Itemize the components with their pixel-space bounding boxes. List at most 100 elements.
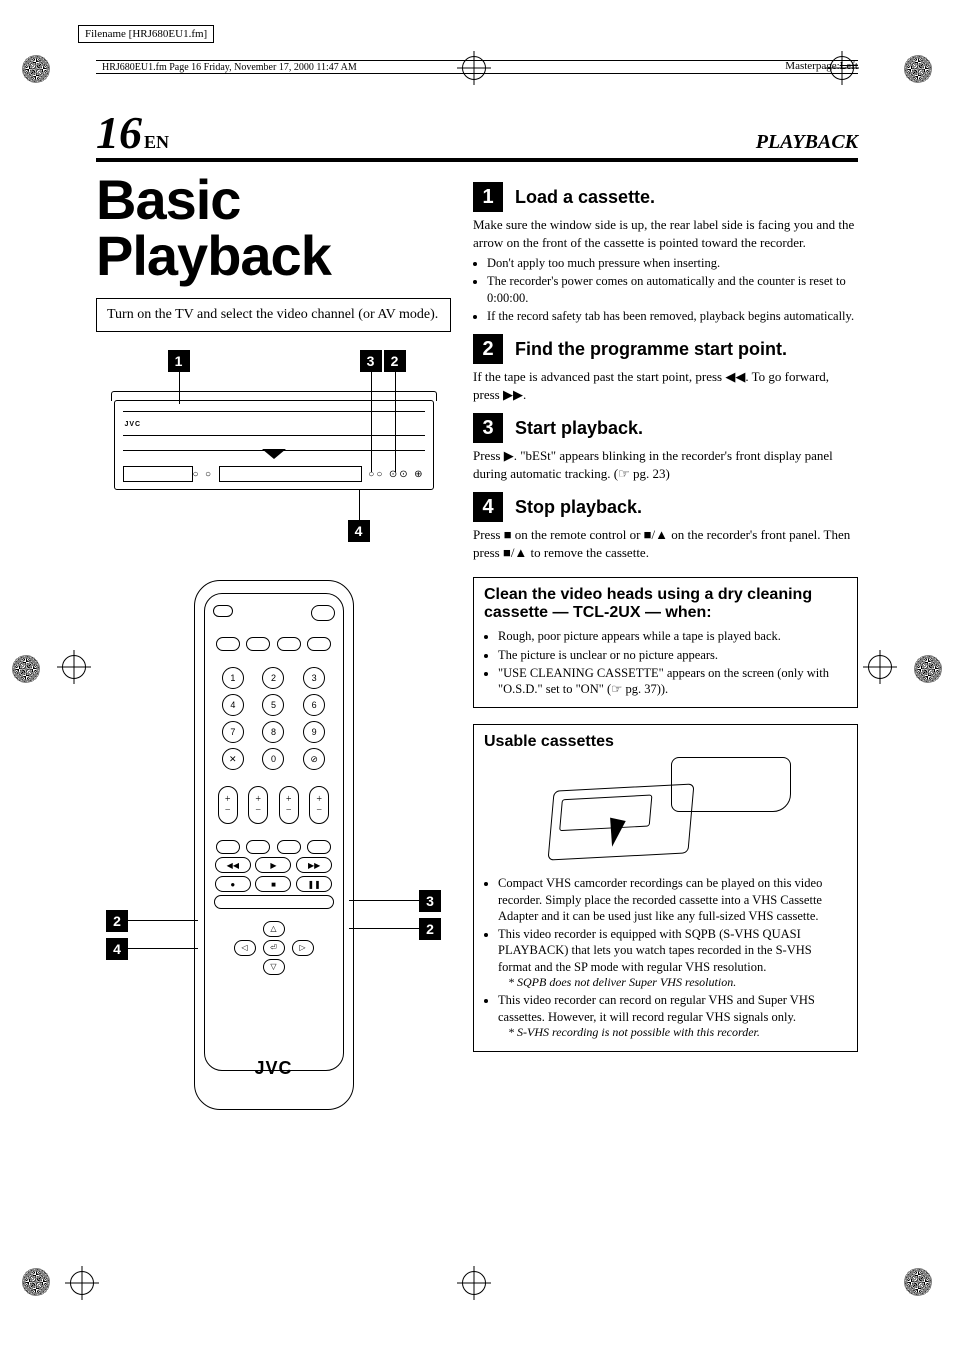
page-header-row: 16EN PLAYBACK bbox=[96, 110, 858, 162]
list-item: Compact VHS camcorder recordings can be … bbox=[498, 875, 847, 924]
bar-button bbox=[214, 895, 334, 909]
step-number: 2 bbox=[473, 334, 503, 364]
left-column: Basic Playback Turn on the TV and select… bbox=[96, 172, 451, 1110]
registration-mark-top-right bbox=[904, 55, 932, 83]
callout-vcr-2: 2 bbox=[384, 350, 406, 372]
step-number: 3 bbox=[473, 413, 503, 443]
remote-brand: JVC bbox=[195, 1058, 353, 1079]
alignment-mark-icon bbox=[462, 1271, 486, 1295]
num-key: 1 bbox=[222, 667, 244, 689]
num-key: 9 bbox=[303, 721, 325, 743]
masterpage-label-group: Masterpage:Left bbox=[785, 60, 858, 72]
step-title: Start playback. bbox=[515, 418, 643, 439]
alignment-mark-icon bbox=[70, 1271, 94, 1295]
rew-icon: ◀◀ bbox=[215, 857, 251, 873]
step-title: Find the programme start point. bbox=[515, 339, 787, 360]
list-item: The recorder's power comes on automatica… bbox=[487, 273, 858, 306]
page-lang: EN bbox=[144, 132, 169, 152]
cassette-adapter-illustration bbox=[541, 757, 791, 867]
vcr-illustration: JVC ○ ○ ○○ ⊙⊙ ⊕ bbox=[114, 400, 434, 490]
vcr-logo: JVC bbox=[125, 421, 142, 428]
num-key: ✕ bbox=[222, 748, 244, 770]
intro-box: Turn on the TV and select the video chan… bbox=[96, 298, 451, 332]
ff-icon: ▶▶ bbox=[296, 857, 332, 873]
callout-vcr-4: 4 bbox=[348, 520, 370, 542]
dpad: △ ◁ ▷ ▽ ⏎ bbox=[234, 921, 314, 975]
remote-illustration: 123 456 789 ✕0⊘ +−+−+−+− ◀◀▶▶▶ ●■❚❚ bbox=[194, 580, 354, 1110]
num-key: 4 bbox=[222, 694, 244, 716]
alignment-mark-icon bbox=[62, 655, 86, 679]
section-title: PLAYBACK bbox=[756, 131, 858, 154]
usable-list: Compact VHS camcorder recordings can be … bbox=[498, 875, 847, 1040]
leader-line bbox=[359, 490, 360, 520]
registration-mark-bottom-right bbox=[904, 1268, 932, 1296]
step-1-body: Make sure the window side is up, the rea… bbox=[473, 216, 858, 251]
callout-remote-2r: 2 bbox=[419, 918, 441, 940]
num-key: 8 bbox=[262, 721, 284, 743]
list-item: Rough, poor picture appears while a tape… bbox=[498, 628, 847, 644]
page-content: 16EN PLAYBACK Basic Playback Turn on the… bbox=[96, 110, 858, 1241]
num-key: 0 bbox=[262, 748, 284, 770]
registration-mark-center-left bbox=[12, 655, 40, 683]
vcr-diagram: 1 3 2 JVC ○ ○ ○○ ⊙⊙ ⊕ bbox=[104, 350, 444, 550]
page-title: Basic Playback bbox=[96, 172, 451, 284]
callout-remote-3: 3 bbox=[419, 890, 441, 912]
page-number: 16EN bbox=[96, 110, 169, 156]
play-icon: ▶ bbox=[255, 857, 291, 873]
callout-vcr-1: 1 bbox=[168, 350, 190, 372]
step-number: 4 bbox=[473, 492, 503, 522]
num-key: 7 bbox=[222, 721, 244, 743]
list-item: The picture is unclear or no picture app… bbox=[498, 647, 847, 663]
step-4-heading: 4 Stop playback. bbox=[473, 492, 858, 522]
vcr-display-panel bbox=[123, 466, 193, 482]
callout-vcr-3: 3 bbox=[360, 350, 382, 372]
step-1-heading: 1 Load a cassette. bbox=[473, 182, 858, 212]
cleaning-box-title: Clean the video heads using a dry cleani… bbox=[484, 586, 847, 622]
list-item-text: This video recorder is equipped with SQP… bbox=[498, 927, 812, 974]
header-stamp: HRJ680EU1.fm Page 16 Friday, November 17… bbox=[96, 60, 858, 74]
num-key: ⊘ bbox=[303, 748, 325, 770]
leader-line bbox=[128, 920, 198, 921]
eject-arrow-icon bbox=[262, 449, 286, 459]
masterpage-value: Left bbox=[840, 60, 858, 72]
alignment-mark-icon bbox=[868, 655, 892, 679]
step-2-heading: 2 Find the programme start point. bbox=[473, 334, 858, 364]
list-item: "USE CLEANING CASSETTE" appears on the s… bbox=[498, 665, 847, 698]
usable-title: Usable cassettes bbox=[484, 733, 847, 751]
registration-mark-top-left bbox=[22, 55, 50, 83]
page-number-value: 16 bbox=[96, 107, 142, 158]
list-item: This video recorder can record on regula… bbox=[498, 992, 847, 1040]
leader-line bbox=[349, 928, 419, 929]
cleaning-box-list: Rough, poor picture appears while a tape… bbox=[498, 628, 847, 697]
registration-mark-center-right bbox=[914, 655, 942, 683]
callout-remote-2l: 2 bbox=[106, 910, 128, 932]
right-column: 1 Load a cassette. Make sure the window … bbox=[473, 172, 858, 1110]
vcr-controls: ○○ ⊙⊙ ⊕ bbox=[368, 469, 424, 480]
remote-diagram: 123 456 789 ✕0⊘ +−+−+−+− ◀◀▶▶▶ ●■❚❚ bbox=[96, 580, 451, 1110]
list-item: Don't apply too much pressure when inser… bbox=[487, 255, 858, 271]
step-4-body: Press ■ on the remote control or ■/▲ on … bbox=[473, 526, 858, 561]
usable-cassettes-box: Usable cassettes Compact VHS camcorder r… bbox=[473, 724, 858, 1051]
num-key: 3 bbox=[303, 667, 325, 689]
step-number: 1 bbox=[473, 182, 503, 212]
two-column-layout: Basic Playback Turn on the TV and select… bbox=[96, 172, 858, 1110]
pause-icon: ❚❚ bbox=[296, 876, 332, 892]
num-key: 6 bbox=[303, 694, 325, 716]
leader-line bbox=[349, 900, 419, 901]
list-item: This video recorder is equipped with SQP… bbox=[498, 926, 847, 990]
filename-box: Filename [HRJ680EU1.fm] bbox=[78, 25, 214, 43]
list-item: If the record safety tab has been remove… bbox=[487, 308, 858, 324]
step-title: Load a cassette. bbox=[515, 187, 655, 208]
rec-icon: ● bbox=[215, 876, 251, 892]
header-stamp-text: HRJ680EU1.fm Page 16 Friday, November 17… bbox=[102, 62, 357, 73]
step-3-heading: 3 Start playback. bbox=[473, 413, 858, 443]
step-3-body: Press ▶. "bESt" appears blinking in the … bbox=[473, 447, 858, 482]
step-title: Stop playback. bbox=[515, 497, 642, 518]
cleaning-box: Clean the video heads using a dry cleani… bbox=[473, 577, 858, 708]
leader-line bbox=[128, 948, 198, 949]
footnote: * S-VHS recording is not possible with t… bbox=[508, 1025, 847, 1041]
num-key: 5 bbox=[262, 694, 284, 716]
vcr-dots: ○ ○ bbox=[193, 469, 214, 480]
callout-remote-4: 4 bbox=[106, 938, 128, 960]
num-key: 2 bbox=[262, 667, 284, 689]
